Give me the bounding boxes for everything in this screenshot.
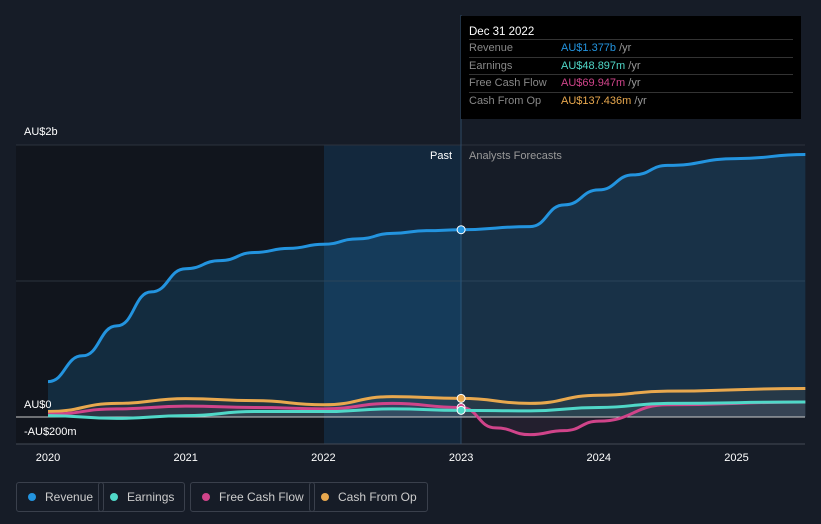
legend-dot-icon [202,493,210,501]
tooltip-date: Dec 31 2022 [469,26,535,38]
marker-cash-from-op [456,393,466,403]
area-free-cash-flow [48,402,806,435]
tooltip-value: AU$69.947m /yr [561,75,641,92]
forecast-label: Analysts Forecasts [469,150,562,162]
legend-label: Earnings [127,490,175,504]
tooltip-label: Cash From Op [469,94,542,107]
legend-label: Cash From Op [338,490,417,504]
y-label-zero: AU$0 [24,399,52,411]
y-label-top: AU$2b [24,126,58,138]
y-label-neg: -AU$200m [24,426,77,438]
x-tick-label: 2021 [173,452,198,464]
tooltip-label: Earnings [469,59,513,72]
x-tick-label: 2020 [35,452,61,464]
line-earnings [47,400,806,420]
tooltip-row: Cash From Op AU$137.436m /yr [469,91,793,110]
marker-revenue [456,225,466,235]
value: AU$69.947m [561,77,626,89]
legend-free-cash-flow[interactable]: Free Cash Flow [190,482,315,512]
value: AU$137.436m [561,94,632,107]
legend-label: Revenue [45,490,94,504]
legend-dot-icon [321,493,329,501]
tooltip-value: AU$1.377b /yr [561,40,631,57]
legend-dot-icon [28,493,36,501]
tooltip-row: Free Cash Flow AU$69.947m /yr [469,74,793,92]
marker-earnings [456,405,466,415]
tooltip: Dec 31 2022 Revenue AU$1.377b /yr Earnings… [461,16,801,119]
legend-dot-icon [110,493,118,501]
value: AU$1.377b [561,42,617,54]
value: AU$48.897m [561,59,626,72]
tooltip-row: Revenue AU$1.377b /yr [469,39,793,57]
x-tick-label: 2024 [586,452,612,464]
tooltip-label: Free Cash Flow [469,77,547,89]
x-tick-label: 2025 [724,452,749,464]
past-label: Past [430,150,453,162]
legend-label: Free Cash Flow [219,490,304,504]
unit: /yr [619,42,632,54]
x-tick-label: 2023 [448,452,474,464]
legend-cash-from-op[interactable]: Cash From Op [309,482,428,512]
tooltip-label: Revenue [469,42,514,54]
past-highlight [324,145,461,444]
tooltip-value: AU$48.897m /yr [561,58,641,75]
area-revenue [48,154,806,417]
unit: /yr [628,77,641,89]
line-revenue [47,153,806,384]
x-tick-label: 2022 [311,452,336,464]
unit: /yr [634,94,647,107]
tooltip-row: Earnings AU$48.897m /yr [469,56,793,75]
past-bg [16,145,324,444]
legend-earnings[interactable]: Earnings [98,482,186,512]
line-cash-from-op [47,386,806,414]
tooltip-value: AU$137.436m /yr [561,93,647,110]
legend-revenue[interactable]: Revenue [16,482,105,512]
unit: /yr [628,59,641,72]
